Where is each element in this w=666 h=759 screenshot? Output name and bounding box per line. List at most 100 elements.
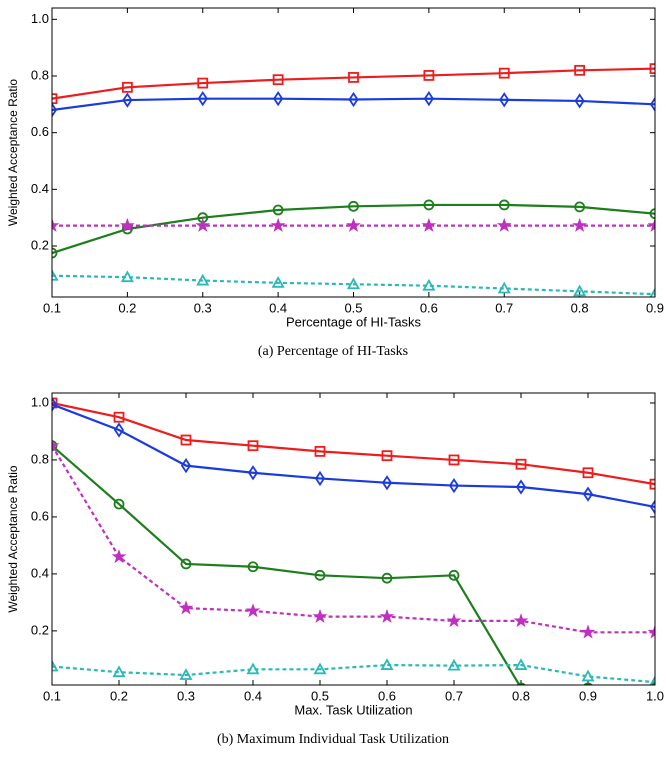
marker — [423, 91, 434, 107]
marker — [649, 675, 655, 685]
marker — [348, 91, 359, 108]
marker — [121, 81, 133, 93]
plot-area — [52, 396, 655, 685]
marker — [312, 608, 328, 623]
marker — [421, 217, 437, 232]
marker — [496, 217, 512, 232]
marker — [379, 608, 395, 623]
marker — [52, 397, 58, 409]
marker — [346, 277, 361, 290]
marker — [179, 668, 193, 680]
marker — [180, 458, 192, 474]
caption: (b) Maximum Individual Task Utilization — [217, 732, 449, 747]
marker — [580, 624, 596, 639]
marker — [574, 201, 586, 213]
x-axis-label: Max. Task Utilization — [294, 702, 412, 717]
x-tick-label: 0.8 — [571, 300, 589, 315]
y-axis-label: Weighted Acceptance Ratio — [6, 79, 20, 227]
marker — [647, 217, 655, 232]
x-tick-label: 0.3 — [177, 688, 195, 703]
marker — [582, 467, 594, 479]
marker — [649, 208, 655, 220]
marker — [52, 217, 60, 232]
x-tick-label: 0.9 — [579, 688, 597, 703]
x-tick-label: 0.3 — [194, 300, 212, 315]
marker — [515, 479, 527, 495]
x-tick-label: 0.9 — [646, 300, 664, 315]
marker — [649, 287, 655, 297]
marker — [272, 74, 284, 86]
x-tick-label: 0.2 — [110, 688, 128, 703]
y-tick-label: 0.6 — [31, 508, 49, 523]
marker — [574, 64, 586, 76]
x-tick-label: 0.6 — [378, 688, 396, 703]
y-tick-label: 0.4 — [31, 565, 49, 580]
caption: (a) Percentage of HI-Tasks — [258, 344, 408, 359]
marker — [581, 669, 595, 682]
x-tick-label: 0.1 — [43, 688, 61, 703]
marker — [313, 662, 327, 675]
marker — [180, 434, 192, 446]
marker — [196, 273, 210, 286]
marker — [120, 217, 135, 232]
marker — [649, 63, 655, 75]
marker — [197, 91, 208, 107]
marker — [448, 477, 460, 494]
marker — [314, 569, 326, 581]
y-tick-label: 0.2 — [31, 237, 49, 252]
marker — [649, 478, 655, 490]
marker — [498, 199, 510, 211]
marker — [247, 440, 259, 452]
marker — [446, 613, 462, 628]
x-tick-label: 0.8 — [512, 688, 530, 703]
marker — [582, 486, 594, 502]
series-line — [52, 67, 655, 100]
marker — [52, 102, 58, 118]
x-tick-label: 0.7 — [495, 300, 513, 315]
marker — [423, 70, 435, 81]
marker — [111, 549, 127, 564]
marker — [649, 499, 655, 515]
series-line — [52, 403, 655, 509]
marker — [52, 440, 58, 452]
marker — [348, 72, 359, 83]
marker — [247, 465, 259, 481]
marker — [497, 281, 511, 294]
marker — [346, 217, 361, 232]
plot-frame — [51, 392, 656, 686]
marker — [348, 200, 359, 212]
marker — [423, 199, 435, 211]
marker — [422, 278, 436, 291]
y-tick-label: 0.8 — [31, 451, 49, 466]
series-line — [52, 445, 655, 634]
marker — [271, 275, 285, 288]
marker — [381, 450, 393, 462]
y-tick-label: 0.8 — [31, 67, 49, 82]
series-line — [52, 401, 655, 486]
marker — [314, 445, 326, 457]
x-tick-label: 0.1 — [43, 300, 61, 315]
marker — [514, 658, 528, 670]
marker — [246, 662, 260, 675]
marker — [195, 217, 211, 232]
marker — [180, 558, 192, 570]
x-axis-label: Percentage of HI-Tasks — [286, 314, 422, 329]
series-line — [52, 663, 655, 684]
marker — [273, 91, 284, 107]
marker — [197, 77, 209, 89]
marker — [52, 268, 59, 281]
marker — [247, 561, 259, 573]
marker — [52, 396, 58, 413]
marker — [178, 600, 194, 615]
marker — [270, 217, 286, 232]
marker — [380, 658, 394, 670]
marker — [448, 454, 460, 466]
marker — [499, 92, 510, 108]
x-tick-label: 1.0 — [646, 688, 664, 703]
x-tick-label: 0.5 — [311, 688, 329, 703]
x-tick-label: 0.4 — [244, 688, 262, 703]
y-tick-label: 0.2 — [31, 622, 49, 637]
marker — [52, 93, 58, 105]
marker — [113, 411, 125, 423]
